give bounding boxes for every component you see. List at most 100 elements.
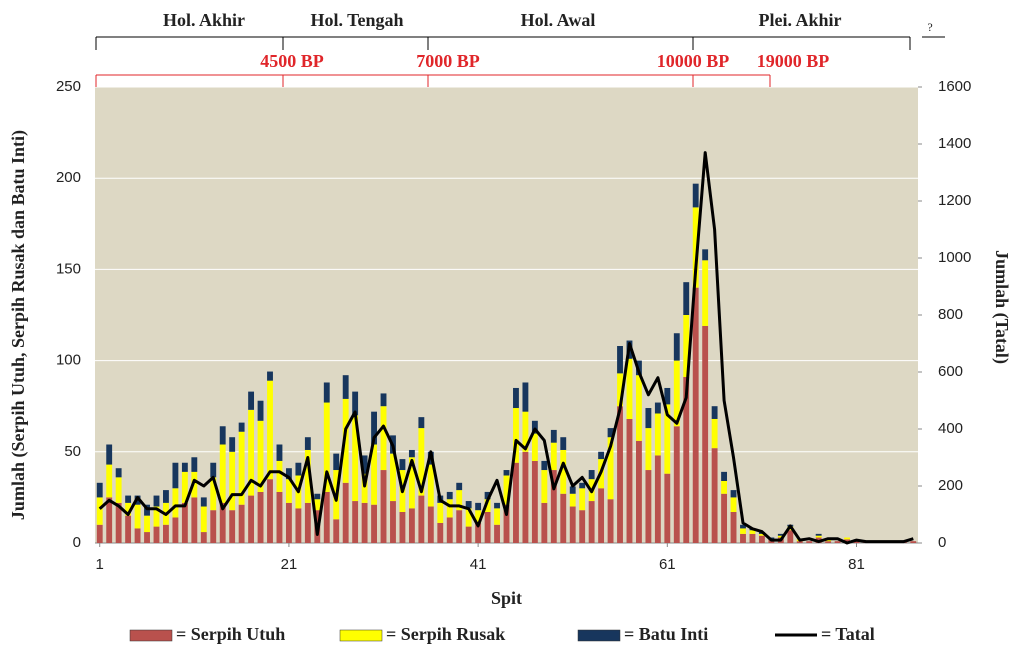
y2-tick-label: 600 <box>938 363 963 380</box>
bar-segment <box>550 470 557 543</box>
bar-segment <box>295 508 302 543</box>
x-axis-title: Spit <box>491 588 522 608</box>
y2-tick-label: 200 <box>938 477 963 494</box>
bar-segment <box>503 504 510 543</box>
bar-segment <box>758 533 765 536</box>
bar-segment <box>711 418 718 449</box>
x-tick-label: 81 <box>848 556 865 573</box>
y-tick-label: 0 <box>73 534 81 551</box>
bar-segment <box>645 428 652 471</box>
bar-segment <box>106 464 113 498</box>
legend-swatch <box>339 629 383 642</box>
bar-segment <box>484 499 491 512</box>
bar-segment <box>588 501 595 543</box>
bar-segment <box>408 457 415 509</box>
bar-segment <box>636 440 642 543</box>
bar-segment <box>673 426 680 543</box>
bar-segment <box>475 510 482 523</box>
bar-segment <box>598 488 605 543</box>
bar-segment <box>626 358 633 419</box>
x-tick-label: 21 <box>281 556 298 573</box>
bar-segment <box>730 511 737 543</box>
bar-segment <box>427 506 434 543</box>
bar-segment <box>446 491 453 500</box>
bar-segment <box>825 541 832 543</box>
y2-tick-label: 1200 <box>938 192 971 209</box>
bar-segment <box>172 488 179 518</box>
bar-segment <box>219 426 226 445</box>
bar-segment <box>304 449 311 503</box>
bar-segment <box>399 511 406 543</box>
legend-item: = Serpih Rusak <box>339 624 505 644</box>
bar-segment <box>191 457 198 472</box>
date-label: 7000 BP <box>416 51 480 71</box>
bar-segment <box>333 519 340 543</box>
bar-segment <box>181 502 188 543</box>
bar-segment <box>749 533 756 543</box>
bar-segment <box>607 499 614 543</box>
legend-label: = Batu Inti <box>624 624 708 644</box>
bar-segment <box>115 502 122 543</box>
legend-label: = Serpih Rusak <box>386 624 505 644</box>
bar-segment <box>541 502 548 543</box>
bar-segment <box>144 532 150 543</box>
bar-segment <box>115 468 122 478</box>
bar-segment <box>134 504 141 529</box>
bar-segment <box>125 515 132 543</box>
bar-segment <box>834 541 841 543</box>
y2-axis-title: Jumlah (Tatal) <box>991 250 1012 364</box>
bar-segment <box>267 380 273 480</box>
legend-swatch <box>577 629 621 642</box>
bar-segment <box>721 493 728 543</box>
bar-segment <box>96 524 103 543</box>
bar-segment <box>456 490 463 511</box>
bar-segment <box>721 480 728 494</box>
bar-segment <box>371 411 377 445</box>
legend-item: = Batu Inti <box>577 624 708 644</box>
bar-segment <box>295 462 302 476</box>
bar-segment <box>304 437 311 450</box>
bar-segment <box>844 539 850 543</box>
bar-segment <box>484 491 491 500</box>
bar-segment <box>106 444 113 465</box>
bar-segment <box>418 417 425 429</box>
y2-tick-label: 400 <box>938 420 963 437</box>
bar-segment <box>513 408 519 463</box>
bar-segment <box>531 433 538 461</box>
legend-swatch <box>129 629 173 642</box>
bar-segment <box>248 409 255 496</box>
bar-segment <box>248 391 255 410</box>
bar-segment <box>418 495 425 543</box>
bar-segment <box>399 459 406 471</box>
period-label: ? <box>927 20 932 34</box>
bar-segment <box>654 455 661 543</box>
bar-segment <box>267 479 273 543</box>
bar-segment <box>740 524 746 529</box>
bar-segment <box>588 470 595 480</box>
y-tick-label: 200 <box>56 169 81 186</box>
bar-segment <box>692 183 699 208</box>
legend-item: = Serpih Utuh <box>129 624 285 644</box>
bar-segment <box>371 444 377 505</box>
bar-segment <box>730 497 737 512</box>
bar-segment <box>115 477 122 503</box>
bar-segment <box>692 287 699 543</box>
bar-segment <box>210 477 217 511</box>
bar-segment <box>371 504 377 543</box>
bar-segment <box>276 444 283 461</box>
bar-segment <box>673 360 680 427</box>
bar-segment <box>522 382 529 412</box>
bar-segment <box>144 515 150 533</box>
bar-segment <box>153 506 160 527</box>
bar-segment <box>550 442 557 471</box>
period-label: Plei. Akhir <box>758 10 841 30</box>
bar-segment <box>815 535 822 538</box>
legend-label: = Serpih Utuh <box>176 624 285 644</box>
bar-segment <box>910 541 917 543</box>
bar-segment <box>503 470 510 476</box>
bar-segment <box>654 413 661 456</box>
bar-segment <box>200 506 207 533</box>
bar-segment <box>408 508 415 543</box>
bar-segment <box>153 495 160 507</box>
